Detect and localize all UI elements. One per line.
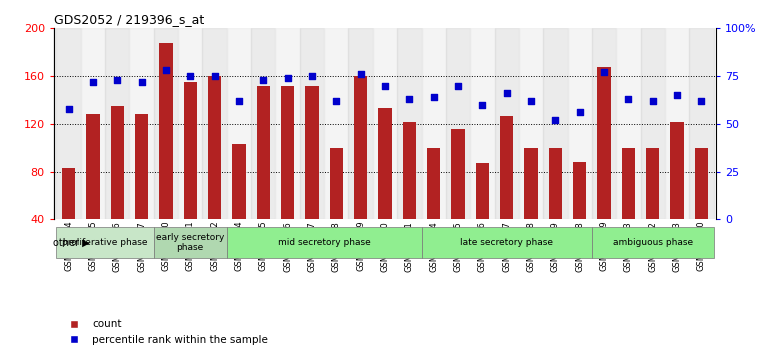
Bar (226, 28, 251, 219)
Point (671, 92, 683, 98)
Bar (178, 28, 203, 219)
Point (330, 98, 343, 104)
Bar (62, 168, 75, 267)
Text: late secretory phase: late secretory phase (460, 238, 553, 247)
Point (622, 96, 634, 102)
Bar (324, 28, 349, 219)
Point (598, 69, 611, 75)
Point (549, 117, 561, 123)
Point (282, 75, 294, 81)
Bar (476, 163, 489, 267)
Bar (378, 108, 392, 267)
Bar (451, 129, 465, 267)
Point (647, 98, 659, 104)
Bar (671, 121, 684, 267)
Bar (446, 28, 470, 219)
Bar (573, 162, 587, 267)
Bar (203, 28, 226, 219)
Bar (397, 28, 421, 219)
Bar (129, 28, 154, 219)
Bar (421, 227, 592, 258)
Point (427, 94, 440, 100)
Bar (81, 28, 105, 219)
Bar (592, 28, 616, 219)
Bar (354, 76, 367, 267)
Bar (330, 148, 343, 267)
Bar (500, 115, 514, 267)
Bar (544, 28, 567, 219)
Bar (159, 42, 172, 267)
Bar (470, 28, 494, 219)
Bar (592, 227, 714, 258)
Point (574, 110, 586, 115)
Point (500, 91, 513, 96)
Bar (300, 28, 324, 219)
Bar (183, 82, 197, 267)
Point (525, 98, 537, 104)
Bar (549, 148, 562, 267)
Bar (305, 86, 319, 267)
Bar (598, 67, 611, 267)
Bar (403, 121, 416, 267)
Bar (421, 28, 446, 219)
Point (476, 102, 488, 108)
Bar (524, 148, 537, 267)
Point (233, 98, 245, 104)
Bar (208, 76, 221, 267)
Bar (646, 148, 659, 267)
Point (87, 79, 99, 85)
Text: GDS2052 / 219396_s_at: GDS2052 / 219396_s_at (54, 13, 204, 26)
Bar (281, 86, 294, 267)
Text: other ▶: other ▶ (53, 238, 90, 247)
Point (62, 106, 75, 112)
Bar (251, 28, 276, 219)
Point (452, 83, 464, 88)
Bar (641, 28, 665, 219)
Point (159, 68, 172, 73)
Text: early secretory
phase: early secretory phase (156, 233, 224, 252)
Point (403, 96, 416, 102)
Point (379, 83, 391, 88)
Bar (427, 148, 440, 267)
Bar (494, 28, 519, 219)
Bar (135, 114, 149, 267)
Bar (256, 86, 270, 267)
Point (136, 79, 148, 85)
Text: proliferative phase: proliferative phase (62, 238, 148, 247)
Bar (616, 28, 641, 219)
Bar (86, 114, 99, 267)
Bar (154, 227, 226, 258)
Bar (373, 28, 397, 219)
Point (184, 73, 196, 79)
Legend: count, percentile rank within the sample: count, percentile rank within the sample (59, 315, 273, 349)
Bar (276, 28, 300, 219)
Point (695, 98, 708, 104)
Point (209, 73, 221, 79)
Point (306, 73, 318, 79)
Text: ambiguous phase: ambiguous phase (613, 238, 693, 247)
Bar (621, 148, 635, 267)
Point (257, 77, 270, 83)
Bar (519, 28, 544, 219)
Bar (349, 28, 373, 219)
Bar (154, 28, 178, 219)
Bar (665, 28, 689, 219)
Bar (56, 28, 81, 219)
Bar (105, 28, 129, 219)
Point (111, 77, 123, 83)
Bar (56, 227, 154, 258)
Bar (233, 144, 246, 267)
Bar (695, 148, 708, 267)
Text: mid secretory phase: mid secretory phase (278, 238, 370, 247)
Point (354, 72, 367, 77)
Bar (111, 106, 124, 267)
Bar (567, 28, 592, 219)
Bar (689, 28, 714, 219)
Bar (226, 227, 421, 258)
